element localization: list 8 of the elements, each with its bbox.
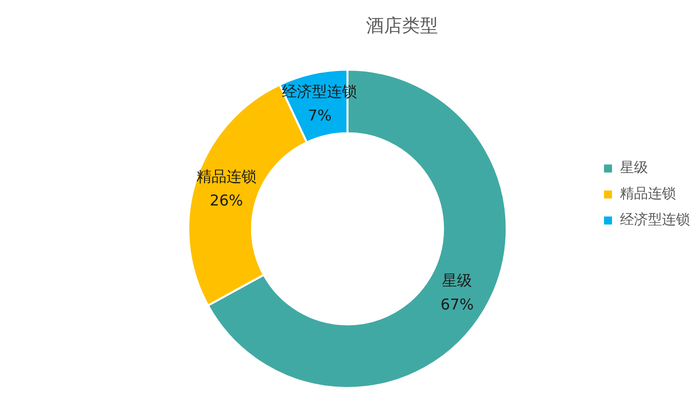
data-label: 67% (440, 296, 474, 314)
legend-label: 精品连锁 (620, 186, 676, 202)
legend-label: 经济型连锁 (620, 212, 690, 228)
data-label: 26% (210, 191, 244, 210)
slice-label: 星级 (442, 272, 472, 290)
legend-label: 星级 (620, 160, 648, 176)
chart-title: 酒店类型 (366, 15, 438, 36)
data-label: 7% (308, 106, 332, 124)
